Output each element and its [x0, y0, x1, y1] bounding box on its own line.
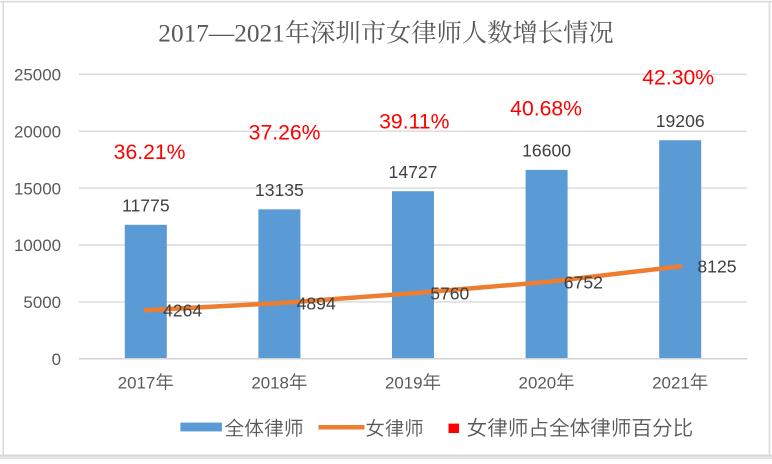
svg-text:2021: 2021 [652, 374, 690, 393]
svg-text:2017: 2017 [118, 374, 156, 393]
svg-text:0: 0 [52, 350, 61, 369]
svg-text:14727: 14727 [389, 162, 438, 182]
svg-text:2020: 2020 [519, 374, 557, 393]
svg-text:25000: 25000 [14, 66, 61, 85]
svg-text:2018: 2018 [251, 374, 289, 393]
svg-text:10000: 10000 [14, 236, 61, 255]
svg-text:42.30%: 42.30% [642, 67, 714, 90]
svg-text:15000: 15000 [14, 179, 61, 198]
svg-text:20000: 20000 [14, 122, 61, 141]
svg-text:4264: 4264 [163, 301, 202, 321]
svg-text:40.68%: 40.68% [510, 98, 582, 121]
svg-text:5000: 5000 [23, 293, 61, 312]
svg-text:11775: 11775 [122, 196, 170, 216]
svg-text:8125: 8125 [697, 257, 736, 277]
svg-text:13135: 13135 [255, 180, 304, 200]
svg-text:19206: 19206 [656, 111, 705, 131]
svg-text:2019: 2019 [385, 374, 423, 393]
svg-text:37.26%: 37.26% [249, 122, 321, 145]
svg-text:2017—2021: 2017—2021 [158, 20, 284, 48]
svg-text:36.21%: 36.21% [114, 141, 186, 164]
svg-text:6752: 6752 [564, 272, 603, 292]
svg-text:4894: 4894 [297, 294, 336, 314]
svg-text:16600: 16600 [522, 141, 571, 161]
svg-text:39.11%: 39.11% [379, 110, 449, 133]
svg-text:5760: 5760 [430, 284, 469, 304]
